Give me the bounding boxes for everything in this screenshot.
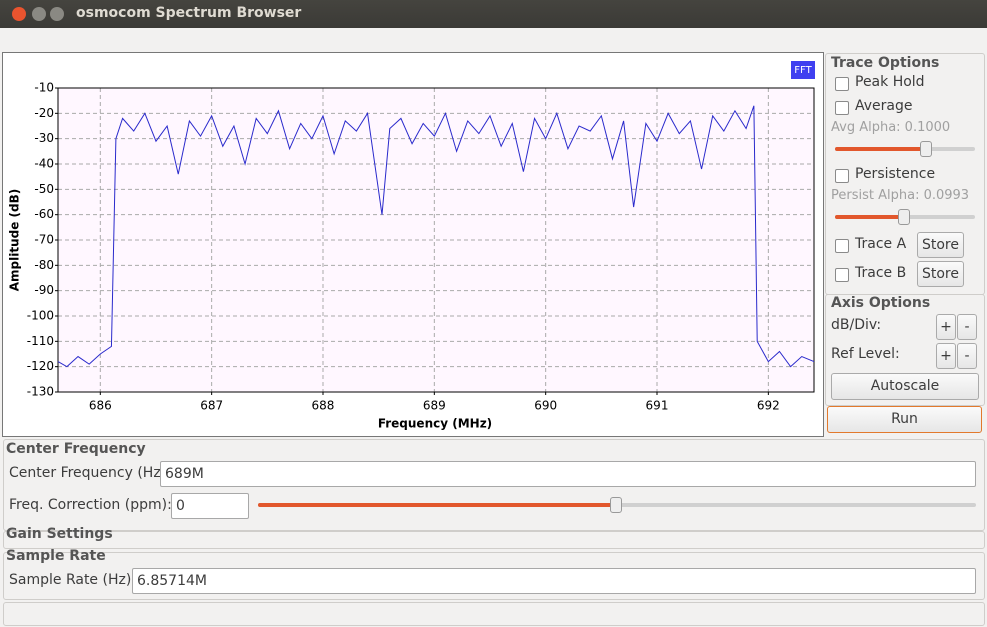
window-title: osmocom Spectrum Browser [76, 5, 302, 21]
checkbox[interactable] [835, 77, 849, 91]
chart-panel: FFT Frequency (MHz) Amplitude (dB) -10 -2… [2, 52, 824, 437]
section-title: Trace Options [831, 55, 940, 71]
section-title: Axis Options [831, 295, 931, 311]
axis-options-frame [825, 294, 985, 406]
checkbox-label[interactable]: Persistence [855, 166, 936, 182]
checkbox-label[interactable]: Average [855, 98, 913, 114]
x-axis-label: Frequency (MHz) [378, 417, 492, 431]
maximize-button[interactable] [50, 7, 64, 21]
x-tick-label: 686 [89, 399, 112, 413]
y-tick-label: -40 [34, 157, 54, 171]
center-frequency-frame [3, 439, 985, 531]
slider-thumb[interactable] [610, 497, 622, 513]
text-input[interactable]: 0 [171, 493, 249, 519]
run-button[interactable]: Run [827, 406, 982, 433]
status-bar [3, 602, 985, 626]
x-tick-label: 688 [312, 399, 335, 413]
slider-label: Persist Alpha: 0.0993 [831, 188, 970, 203]
y-tick-label: -70 [34, 233, 54, 247]
slider-thumb[interactable] [920, 141, 932, 157]
x-tick-label: 689 [423, 399, 446, 413]
checkbox[interactable] [835, 169, 849, 183]
y-tick-label: -60 [34, 207, 54, 221]
store-button[interactable]: Store [917, 261, 964, 287]
checkbox-label[interactable]: Peak Hold [855, 74, 925, 90]
slider-fill [835, 215, 904, 219]
text-input[interactable]: 689M [160, 461, 976, 487]
field-label: Freq. Correction (ppm): [9, 497, 172, 513]
section-title: Center Frequency [6, 441, 146, 457]
y-tick-label: -120 [27, 359, 54, 373]
slider-thumb[interactable] [898, 209, 910, 225]
x-tick-label: 691 [646, 399, 669, 413]
field-label: Ref Level: [831, 346, 900, 362]
minus-button[interactable]: - [957, 343, 977, 369]
slider-label: Avg Alpha: 0.1000 [831, 120, 951, 135]
y-tick-label: -30 [34, 131, 54, 145]
y-tick-label: -20 [34, 106, 54, 120]
plus-button[interactable]: + [936, 314, 956, 340]
text-input[interactable]: 6.85714M [132, 568, 976, 594]
plot-border [57, 87, 815, 393]
chart: FFT Frequency (MHz) Amplitude (dB) -10 -2… [8, 61, 815, 431]
gain-settings-frame [3, 531, 985, 549]
title-bar [0, 0, 987, 28]
y-tick-label: -110 [27, 334, 54, 348]
badge-label[interactable]: FFT [794, 65, 812, 76]
field-label: Center Frequency (Hz): [9, 465, 171, 481]
y-axis-label: Amplitude (dB) [8, 189, 22, 292]
slider-fill [835, 147, 926, 151]
y-tick-label: -130 [27, 385, 54, 399]
y-tick-label: -50 [34, 182, 54, 196]
y-tick-label: -90 [34, 283, 54, 297]
y-tick-label: -80 [34, 258, 54, 272]
y-tick-label: -100 [27, 309, 54, 323]
checkbox[interactable] [835, 101, 849, 115]
y-tick-label: -10 [34, 81, 54, 95]
close-button[interactable] [12, 7, 26, 21]
store-button[interactable]: Store [917, 232, 964, 258]
checkbox[interactable] [835, 239, 849, 253]
x-tick-label: 692 [757, 399, 780, 413]
sample-rate-frame [3, 552, 985, 600]
minus-button[interactable]: - [957, 314, 977, 340]
minimize-button[interactable] [32, 7, 46, 21]
field-label: dB/Div: [831, 317, 882, 333]
x-tick-label: 687 [200, 399, 223, 413]
spectrum-trace [57, 105, 815, 368]
field-label: Sample Rate (Hz): [9, 572, 137, 588]
section-title: Gain Settings [6, 526, 113, 542]
slider-fill [258, 503, 616, 507]
checkbox-label[interactable]: Trace B [855, 265, 907, 281]
checkbox[interactable] [835, 268, 849, 282]
x-tick-label: 690 [534, 399, 557, 413]
section-title: Sample Rate [6, 548, 106, 564]
badge[interactable] [791, 61, 815, 79]
plus-button[interactable]: + [936, 343, 956, 369]
autoscale-button[interactable]: Autoscale [831, 373, 979, 400]
checkbox-label[interactable]: Trace A [855, 236, 907, 252]
